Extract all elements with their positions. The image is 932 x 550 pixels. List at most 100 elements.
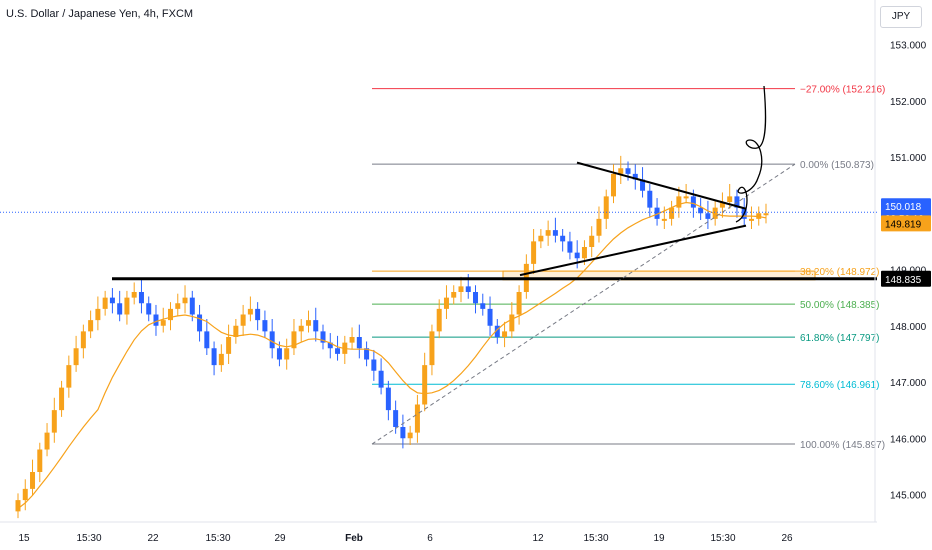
candle-body bbox=[676, 196, 682, 208]
candle-body bbox=[422, 365, 428, 405]
candle-body bbox=[516, 292, 522, 315]
candle-body bbox=[226, 337, 232, 354]
candle-body bbox=[59, 387, 65, 411]
candle-body bbox=[545, 230, 551, 236]
candle-body bbox=[305, 320, 311, 326]
time-tick-label: 15:30 bbox=[205, 533, 230, 544]
candle-body bbox=[269, 331, 275, 349]
current-price-badge-text: 150.018 bbox=[885, 202, 922, 213]
time-tick-label: 19 bbox=[653, 533, 665, 544]
candle-body bbox=[669, 207, 675, 219]
time-tick-label: 12 bbox=[532, 533, 544, 544]
candle-body bbox=[95, 308, 101, 321]
candle-body bbox=[719, 202, 725, 208]
candle-body bbox=[124, 297, 130, 315]
currency-button[interactable]: JPY bbox=[880, 6, 922, 28]
fib-level-label: −27.00% (152.216) bbox=[800, 85, 885, 96]
candle-body bbox=[443, 297, 449, 309]
candle-body bbox=[574, 252, 580, 259]
support-level-badge-text: 148.835 bbox=[885, 275, 922, 286]
candle-body bbox=[393, 410, 399, 427]
fib-level-label: 78.60% (146.961) bbox=[800, 380, 880, 391]
fib-level-label: 50.00% (148.385) bbox=[800, 300, 880, 311]
candle-body bbox=[30, 472, 36, 489]
candle-body bbox=[589, 235, 595, 247]
candle-body bbox=[480, 303, 486, 309]
candle-body bbox=[80, 331, 86, 349]
time-tick-label: 15:30 bbox=[710, 533, 735, 544]
ma-value-badge bbox=[881, 215, 931, 232]
candle-body bbox=[22, 488, 28, 501]
candle-body bbox=[37, 449, 43, 472]
candle-body bbox=[102, 297, 108, 309]
time-tick-label: 29 bbox=[274, 533, 286, 544]
price-tick-label: 146.000 bbox=[890, 434, 927, 445]
candle-body bbox=[284, 348, 290, 360]
moving-average-line bbox=[17, 201, 767, 510]
candle-body bbox=[618, 168, 624, 174]
candle-body bbox=[625, 168, 631, 174]
candle-body bbox=[66, 365, 72, 388]
candle-body bbox=[610, 173, 616, 197]
candle-body bbox=[44, 432, 50, 450]
candle-body bbox=[400, 427, 406, 439]
candle-body bbox=[320, 331, 326, 343]
candle-body bbox=[661, 218, 667, 221]
price-tick-label: 152.000 bbox=[890, 97, 927, 108]
candle-body bbox=[465, 286, 471, 292]
candle-body bbox=[51, 410, 57, 433]
candle-body bbox=[473, 292, 479, 304]
price-tick-label: 153.000 bbox=[890, 41, 927, 52]
candle-body bbox=[458, 286, 464, 292]
candle-body bbox=[748, 218, 754, 221]
candle-body bbox=[240, 314, 246, 326]
candle-body bbox=[197, 314, 203, 332]
candle-body bbox=[117, 303, 123, 315]
candle-body bbox=[160, 320, 166, 326]
candle-body bbox=[567, 241, 573, 253]
candle-body bbox=[262, 320, 268, 332]
price-tick-label: 148.000 bbox=[890, 322, 927, 333]
candle-body bbox=[494, 325, 500, 337]
time-tick-label: 26 bbox=[781, 533, 793, 544]
candle-body bbox=[138, 292, 144, 304]
time-tick-label: 15:30 bbox=[76, 533, 101, 544]
candle-body bbox=[255, 308, 261, 321]
candle-body bbox=[349, 337, 355, 343]
candle-body bbox=[509, 314, 515, 332]
candle-body bbox=[15, 500, 21, 512]
candle-body bbox=[705, 213, 711, 219]
candle-body bbox=[189, 297, 195, 315]
triangle-lower-line bbox=[519, 224, 747, 277]
price-tick-label: 145.000 bbox=[890, 491, 927, 502]
candle-body bbox=[690, 196, 696, 208]
candle-body bbox=[640, 179, 646, 191]
candle-body bbox=[218, 353, 224, 366]
candle-body bbox=[414, 404, 420, 433]
time-tick-label: 22 bbox=[147, 533, 159, 544]
candle-body bbox=[385, 387, 391, 411]
candle-body bbox=[727, 196, 733, 202]
candle-body bbox=[175, 303, 181, 309]
time-tick-label: 15:30 bbox=[583, 533, 608, 544]
candle-body bbox=[451, 292, 457, 298]
candle-body bbox=[298, 325, 304, 332]
candle-body bbox=[502, 331, 508, 337]
price-tick-label: 147.000 bbox=[890, 378, 927, 389]
candle-body bbox=[88, 320, 94, 332]
projection-scribble bbox=[735, 85, 767, 223]
candle-body bbox=[647, 190, 653, 208]
time-tick-label: 15 bbox=[18, 533, 30, 544]
candle-body bbox=[552, 230, 558, 236]
candle-body bbox=[632, 173, 638, 180]
candle-body bbox=[109, 297, 115, 304]
candle-body bbox=[247, 308, 253, 315]
candle-body bbox=[364, 348, 370, 360]
candle-body bbox=[654, 207, 660, 219]
time-tick-label: Feb bbox=[345, 533, 363, 544]
price-tick-label: 151.000 bbox=[890, 153, 927, 164]
candle-body bbox=[73, 348, 79, 366]
candle-body bbox=[168, 308, 174, 321]
candle-body bbox=[335, 348, 341, 354]
